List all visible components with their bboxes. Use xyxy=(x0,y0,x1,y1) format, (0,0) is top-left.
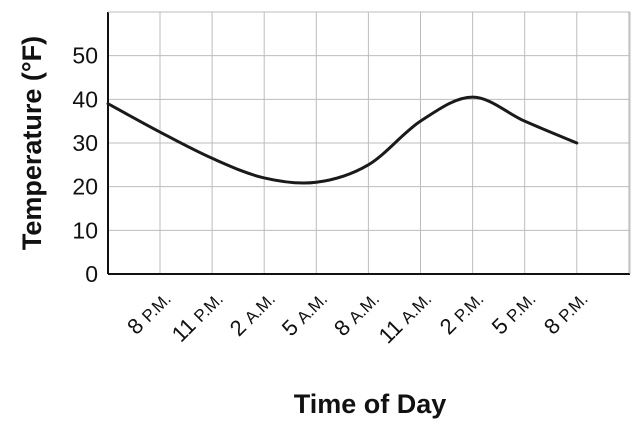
x-tick-label: 2 P.M. xyxy=(435,286,488,339)
temperature-series-line xyxy=(106,95,579,185)
x-tick-label: 5 A.M. xyxy=(277,286,332,341)
x-tick-label: 11 P.M. xyxy=(167,286,228,347)
y-axis-label: Temperature (°F) xyxy=(17,36,47,250)
y-tick-label: 30 xyxy=(72,130,98,156)
x-tick-label: 8 P.M. xyxy=(539,286,592,339)
y-tick-label: 40 xyxy=(72,86,98,112)
series xyxy=(106,95,579,185)
x-tick-label: 2 A.M. xyxy=(225,286,280,341)
axes xyxy=(107,11,631,275)
x-axis-label: Time of Day xyxy=(294,389,447,419)
y-tick-label: 10 xyxy=(72,217,98,243)
y-tick-label: 20 xyxy=(72,174,98,200)
y-tick-label: 0 xyxy=(85,261,98,287)
x-tick-label: 11 A.M. xyxy=(374,286,436,348)
grid xyxy=(108,11,630,274)
x-tick-label: 5 P.M. xyxy=(487,286,540,339)
y-tick-label: 50 xyxy=(72,43,98,69)
